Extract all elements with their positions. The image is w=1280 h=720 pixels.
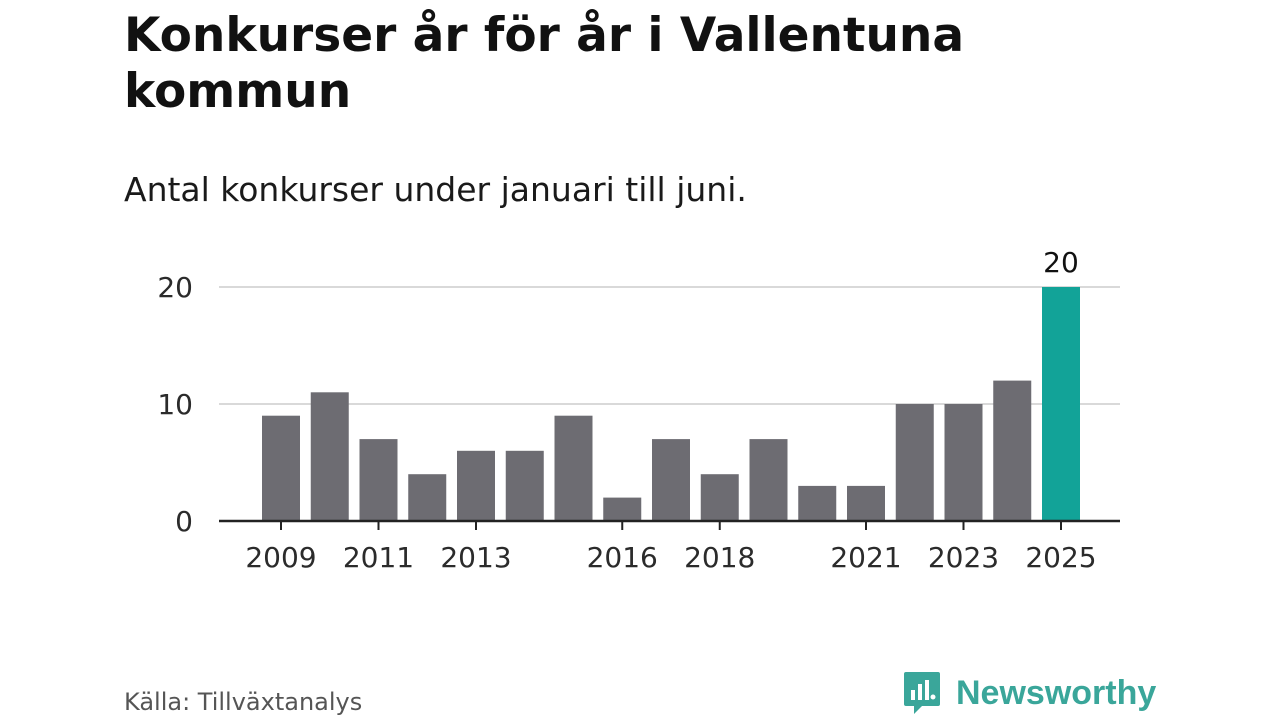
tick-labels: 0 10 20 20 2009 2011 2013 2016 2018 2021 2023 2025 [157, 246, 1096, 574]
x-tick-label: 2021 [830, 541, 901, 574]
bar-2022 [895, 404, 934, 521]
source-note: Källa: Tillväxtanalys [124, 688, 363, 716]
bar-2025 [1042, 287, 1080, 521]
brand-logo: Newsworthy [902, 670, 1156, 716]
bar-2011 [359, 439, 398, 521]
x-tick-label: 2009 [245, 541, 316, 574]
chart-title: Konkurser år för år i Vallentuna kommun [124, 8, 965, 119]
bar-2016 [603, 497, 642, 521]
bar-2019 [749, 439, 788, 521]
bar-2014 [505, 450, 544, 521]
x-tick-label: 2013 [440, 541, 511, 574]
bar-2024 [993, 380, 1032, 521]
x-tick-label: 2025 [1025, 541, 1096, 574]
y-tick-label: 20 [157, 271, 193, 304]
gridlines [219, 286, 1120, 405]
newsworthy-logo-icon [904, 672, 940, 714]
x-tick-label: 2023 [928, 541, 999, 574]
bar-2023 [944, 404, 983, 521]
bars [262, 287, 1080, 521]
axes [219, 519, 1120, 530]
data-label-2025: 20 [1043, 246, 1079, 279]
bar-2021 [847, 485, 885, 521]
bar-2013 [457, 450, 495, 521]
y-tick-label: 10 [157, 388, 193, 421]
bar-2017 [652, 439, 690, 521]
chart-subtitle: Antal konkurser under januari till juni. [124, 170, 747, 209]
bar-2020 [798, 485, 837, 521]
bar-2018 [700, 474, 739, 521]
x-tick-label: 2011 [343, 541, 414, 574]
bar-2015 [554, 415, 593, 521]
x-tick-label: 2018 [684, 541, 755, 574]
bar-2009 [262, 415, 300, 521]
x-tick-label: 2016 [587, 541, 658, 574]
bar-2012 [408, 474, 447, 521]
bar-2010 [310, 392, 349, 521]
y-tick-label: 0 [175, 505, 193, 538]
brand-name: Newsworthy [956, 673, 1157, 712]
